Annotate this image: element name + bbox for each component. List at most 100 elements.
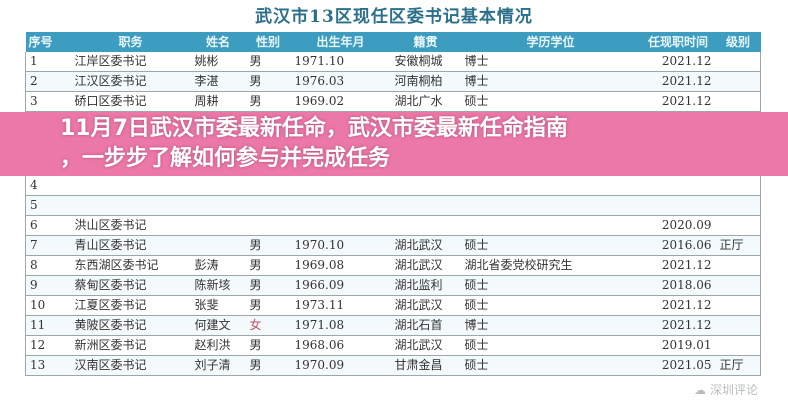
table-cell: 1970.09	[290, 355, 391, 376]
table-cell	[640, 195, 716, 216]
table-cell: 男	[245, 255, 291, 276]
table-cell: 硕士	[460, 235, 641, 256]
column-header: 籍贯	[390, 32, 461, 52]
table-cell: 硕士	[460, 335, 641, 356]
table-cell: 江岸区委书记	[70, 52, 191, 72]
table-row: 9 蔡甸区委书记 陈新垓男 1966.09 湖北监利 硕士 2018.06	[25, 275, 761, 296]
table-cell	[390, 215, 461, 236]
table-cell	[70, 176, 191, 196]
table-cell: 博士	[460, 52, 641, 72]
table-row: 2 江汉区委书记 李湛男 1976.03 河南桐柏 博士 2021.12	[25, 71, 761, 92]
table-cell	[715, 295, 761, 316]
table-row: 4	[25, 176, 761, 196]
table-cell: 硚口区委书记	[70, 91, 191, 112]
table-cell	[715, 91, 761, 112]
column-header: 性别	[245, 32, 291, 52]
column-header: 出生年月	[290, 32, 391, 52]
table-cell: 湖北监利	[390, 275, 461, 296]
table-cell: 博士	[460, 315, 641, 336]
table-cell: 博士	[460, 71, 641, 92]
table-cell	[390, 195, 461, 216]
table-row: 7 青山区委书记 男 1970.10 湖北武汉 硕士 2016.06 正厅	[25, 235, 761, 256]
table-cell: 6	[25, 215, 71, 236]
table-cell	[715, 71, 761, 92]
table-cell: 洪山区委书记	[70, 215, 191, 236]
table-cell: 1973.11	[290, 295, 391, 316]
table-cell: 7	[25, 235, 71, 256]
table-cell: 新洲区委书记	[70, 335, 191, 356]
table-cell: 2019.01	[640, 335, 716, 356]
table-cell	[715, 315, 761, 336]
table-cell	[715, 195, 761, 216]
watermark-logo-icon: ☁	[694, 383, 710, 397]
table-cell: 湖北武汉	[390, 255, 461, 276]
table-cell: 安徽桐城	[390, 52, 461, 72]
table-cell: 硕士	[460, 355, 641, 376]
table-cell: 2021.12	[640, 52, 716, 72]
table-row: 13 汉南区委书记 刘子清男 1970.09 甘肃金昌 硕士 2021.05 正厅	[25, 355, 761, 376]
table-cell: 1971.08	[290, 315, 391, 336]
table-cell: 彭涛	[190, 255, 246, 276]
table-cell: 2021.12	[640, 315, 716, 336]
table-cell	[190, 235, 246, 256]
headline[interactable]: 11月7日武汉市委最新任命，武汉市委最新任命指南 ，一步步了解如何参与并完成任务	[60, 114, 760, 174]
table-cell: 汉南区委书记	[70, 355, 191, 376]
table-cell: 2021.12	[640, 71, 716, 92]
table-cell	[190, 176, 246, 196]
table-cell: 湖北武汉	[390, 295, 461, 316]
table-row: 10 江夏区委书记 张斐男 1973.11 湖北武汉 硕士 2021.12	[25, 295, 761, 316]
table-cell: 陈新垓	[190, 275, 246, 296]
table-cell: 2021.12	[640, 295, 716, 316]
table-row: 11 黄陂区委书记 何建文女 1971.08 湖北石首 博士 2021.12	[25, 315, 761, 336]
table-cell: 蔡甸区委书记	[70, 275, 191, 296]
table-cell: 姚彬	[190, 52, 246, 72]
table-cell: 5	[25, 195, 71, 216]
column-header: 级别	[715, 32, 761, 52]
table-cell: 张斐	[190, 295, 246, 316]
column-header: 任现职时间	[640, 32, 716, 52]
table-row: 5	[25, 195, 761, 216]
table-cell	[715, 255, 761, 276]
table-cell: 男	[245, 335, 291, 356]
table-cell: 男	[245, 275, 291, 296]
table-cell: 男	[245, 91, 291, 112]
table-cell: 湖北石首	[390, 315, 461, 336]
table-cell	[70, 195, 191, 216]
column-header: 姓名	[190, 32, 246, 52]
table-cell: 1969.02	[290, 91, 391, 112]
table-row: 12 新洲区委书记 赵利洪男 1968.06 湖北武汉 硕士 2019.01	[25, 335, 761, 356]
table-cell: 江夏区委书记	[70, 295, 191, 316]
table-cell: 周耕	[190, 91, 246, 112]
table-cell: 2020.09	[640, 215, 716, 236]
headline-line-2: ，一步步了解如何参与并完成任务	[60, 146, 391, 171]
table-cell: 1968.06	[290, 335, 391, 356]
column-header: 序号	[25, 32, 71, 52]
table-cell: 江汉区委书记	[70, 71, 191, 92]
table-cell: 2016.06	[640, 235, 716, 256]
table-cell: 4	[25, 176, 71, 196]
table-row: 3 硚口区委书记 周耕男 1969.02 湖北广水 硕士 2021.12	[25, 91, 761, 112]
table-cell: 湖北省委党校研究生	[460, 255, 641, 276]
table-cell	[460, 215, 641, 236]
table-row: 8 东西湖区委书记 彭涛男 1969.08 湖北武汉 湖北省委党校研究生 2021.12	[25, 255, 761, 276]
table-cell: 2	[25, 71, 71, 92]
table-cell	[640, 176, 716, 196]
table-cell: 刘子清	[190, 355, 246, 376]
table-cell: 11	[25, 315, 71, 336]
table-cell: 9	[25, 275, 71, 296]
table-cell: 湖北广水	[390, 91, 461, 112]
table-cell	[245, 195, 291, 216]
table-cell: 湖北武汉	[390, 235, 461, 256]
table-cell: 1	[25, 52, 71, 72]
table-cell: 硕士	[460, 91, 641, 112]
table-cell: 1976.03	[290, 71, 391, 92]
table-cell: 男	[245, 235, 291, 256]
table-cell: 男	[245, 295, 291, 316]
table-cell	[290, 195, 391, 216]
table-cell: 13	[25, 355, 71, 376]
table-cell: 正厅	[715, 355, 761, 376]
table-cell: 黄陂区委书记	[70, 315, 191, 336]
table-row: 6 洪山区委书记 2020.09	[25, 215, 761, 236]
headline-line-1: 11月7日武汉市委最新任命，武汉市委最新任命指南	[60, 116, 568, 141]
table-cell: 东西湖区委书记	[70, 255, 191, 276]
